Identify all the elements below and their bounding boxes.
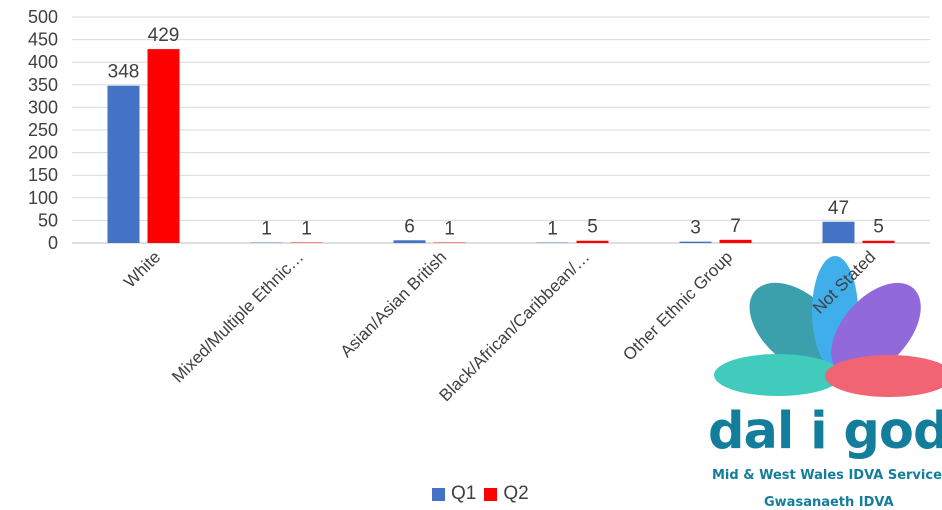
y-tick-label: 450 — [28, 30, 58, 50]
data-label: 5 — [873, 217, 884, 238]
bar-q2 — [577, 241, 609, 243]
dal-i-god-logo-icon — [714, 256, 942, 397]
y-tick-label: 150 — [28, 165, 58, 185]
logo-wordmark: dal i god — [708, 402, 942, 461]
y-tick-label: 300 — [28, 97, 58, 117]
legend-swatch-q2 — [484, 488, 497, 501]
data-label: 429 — [148, 25, 180, 46]
y-tick-label: 350 — [28, 75, 58, 95]
x-tick-label: Asian/Asian British — [337, 247, 451, 361]
bar-q1 — [394, 240, 426, 243]
bar-q1 — [108, 86, 140, 243]
x-tick-label: Mixed/Multiple Ethnic… — [168, 247, 307, 386]
data-label: 3 — [690, 218, 701, 239]
y-tick-label: 250 — [28, 120, 58, 140]
y-tick-label: 0 — [48, 233, 58, 253]
data-label: 1 — [261, 219, 272, 240]
x-tick-label: Black/African/Caribbean/… — [436, 247, 594, 405]
y-tick-label: 500 — [28, 7, 58, 27]
data-label: 7 — [730, 216, 741, 237]
bar-q2 — [720, 240, 752, 243]
data-label: 5 — [587, 217, 598, 238]
x-tick-label: Other Ethnic Group — [619, 247, 736, 364]
legend-swatch-q1 — [432, 488, 445, 501]
legend-item-q1: Q1 — [432, 483, 476, 505]
bar-q2 — [148, 49, 180, 243]
legend-item-q2: Q2 — [484, 483, 528, 505]
logo-subtitle-2: Gwasanaeth IDVA — [764, 495, 894, 510]
chart-legend: Q1 Q2 — [432, 483, 537, 505]
data-label: 1 — [444, 219, 455, 240]
legend-label-q2: Q2 — [503, 483, 528, 505]
data-label: 1 — [301, 219, 312, 240]
gridlines — [72, 17, 930, 243]
data-label: 6 — [404, 216, 415, 237]
logo-subtitle: Mid & West Wales IDVA Service — [712, 468, 942, 483]
bar-q1 — [680, 242, 712, 243]
data-label: 348 — [108, 62, 140, 83]
y-tick-label: 200 — [28, 143, 58, 163]
bar-q2 — [863, 241, 895, 243]
y-tick-label: 50 — [38, 210, 58, 230]
data-label: 47 — [828, 198, 849, 219]
legend-label-q1: Q1 — [451, 483, 476, 505]
y-tick-label: 100 — [28, 188, 58, 208]
bars — [108, 49, 895, 243]
bar-q1 — [823, 222, 855, 243]
y-tick-label: 400 — [28, 52, 58, 72]
data-label: 1 — [547, 219, 558, 240]
x-tick-label: White — [120, 247, 164, 291]
